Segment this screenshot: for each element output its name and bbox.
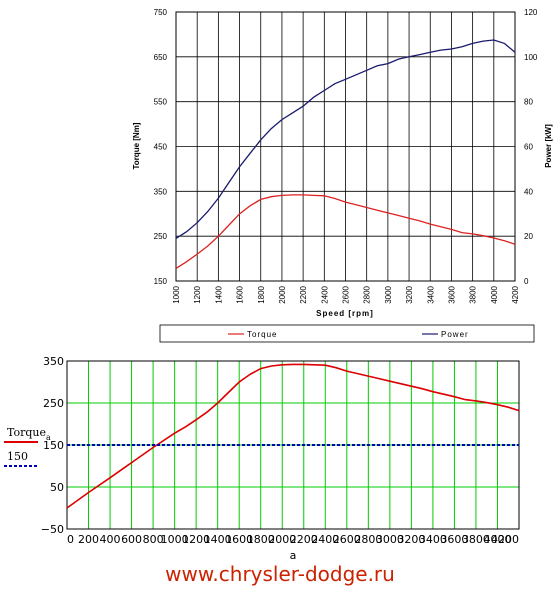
x-tick-label: 4000 (490, 285, 499, 303)
website-footer[interactable]: www.chrysler-dodge.ru (0, 562, 560, 586)
x-tick-label: 1000 (161, 533, 189, 546)
y-tick-label: −50 (41, 523, 64, 536)
x-tick-label: 1800 (257, 285, 266, 303)
legend: Torquea 150 (4, 426, 51, 467)
x-tick-label: 2000 (278, 285, 287, 303)
x-tick-label: 200 (78, 533, 99, 546)
x-tick-label: 1200 (182, 533, 210, 546)
x-tick-label: 0 (67, 533, 74, 546)
y-axis-label: Torque [Nm] (132, 122, 141, 169)
x-tick-label: 2600 (333, 533, 361, 546)
x-tick-label: 3000 (384, 285, 393, 303)
x-tick-label: 3600 (447, 285, 456, 303)
legend-torque-label: Torquea (7, 426, 51, 442)
x-tick-label: 4200 (511, 285, 520, 303)
y-tick-label: 350 (154, 187, 168, 196)
x-tick-label: 3800 (462, 533, 490, 546)
chart-series (175, 39, 516, 269)
x-tick-label: 600 (121, 533, 142, 546)
torque-power-chart: 150 250 350 450 550 650 750 0 20 40 60 80 100 120 10… (132, 8, 553, 343)
x-tick-label: 1800 (247, 533, 275, 546)
x-tick-label: 4000 (483, 533, 511, 546)
x-tick-label: 2400 (311, 533, 339, 546)
chart-series (66, 363, 520, 509)
website-url[interactable]: www.chrysler-dodge.ru (165, 562, 395, 586)
y-axis-ticks: −50 50 150 250 350 (41, 355, 64, 536)
plot-border (66, 360, 520, 530)
series-line-torque (66, 363, 520, 509)
y2-axis-label: Power [kW] (544, 124, 553, 168)
y2-tick-label: 60 (524, 143, 533, 152)
x-tick-label: 1600 (236, 285, 245, 303)
x-tick-label: 400 (100, 533, 121, 546)
x-axis-ticks: 1000 1200 1400 1600 1800 2000 2200 2400 2600 2800… (172, 285, 520, 303)
y-tick-label: 50 (50, 481, 64, 494)
y2-tick-label: 100 (524, 53, 538, 62)
x-tick-label: 3000 (376, 533, 404, 546)
y-tick-label: 250 (43, 397, 64, 410)
y2-tick-label: 40 (524, 187, 533, 196)
y-tick-label: 650 (154, 53, 168, 62)
x-tick-label: 3400 (419, 533, 447, 546)
x-tick-label: 2600 (342, 285, 351, 303)
x-axis-ticks: 0 200 400 600 800100012001400160018002000220… (67, 533, 519, 546)
series-line-power (175, 39, 516, 239)
x-tick-label: 1000 (172, 285, 181, 303)
x-axis-label: Speed [rpm] (316, 309, 374, 318)
y-tick-label: 350 (43, 355, 64, 368)
legend-power-label: Power (441, 330, 469, 339)
x-tick-label: 2400 (320, 285, 329, 303)
x-tick-label: 3200 (405, 285, 414, 303)
y-tick-label: 450 (154, 143, 168, 152)
y-tick-label: 750 (154, 8, 168, 17)
x-tick-label: 2800 (363, 285, 372, 303)
y-tick-label: 150 (154, 277, 168, 286)
y2-axis-ticks: 0 20 40 60 80 100 120 (524, 8, 538, 286)
x-tick-label: 3600 (440, 533, 468, 546)
x-tick-label: 3400 (426, 285, 435, 303)
plot-area (67, 361, 519, 529)
y-tick-label: 150 (43, 439, 64, 452)
x-tick-label: 2800 (354, 533, 382, 546)
chart-grid (175, 11, 516, 282)
x-tick-label: 3800 (469, 285, 478, 303)
y2-tick-label: 120 (524, 8, 538, 17)
x-axis-label: a (290, 549, 297, 562)
legend-constant-label: 150 (7, 450, 28, 463)
y-tick-label: 250 (154, 232, 168, 241)
x-tick-label: 2200 (290, 533, 318, 546)
series-line-torque (175, 194, 516, 269)
y-tick-label: 550 (154, 98, 168, 107)
x-tick-label: 2000 (268, 533, 296, 546)
legend-torque-label: Torque (247, 330, 277, 339)
y2-tick-label: 0 (524, 277, 529, 286)
x-tick-label: 1600 (225, 533, 253, 546)
y2-tick-label: 80 (524, 98, 533, 107)
chart-grid (66, 360, 520, 530)
x-tick-label: 4200 (491, 533, 519, 546)
x-tick-label: 2200 (299, 285, 308, 303)
y2-tick-label: 20 (524, 232, 533, 241)
y-axis-ticks: 150 250 350 450 550 650 750 (154, 8, 168, 286)
x-tick-label: 1400 (214, 285, 223, 303)
x-tick-label: 1400 (204, 533, 232, 546)
x-tick-label: 3200 (397, 533, 425, 546)
legend: Torque Power (159, 324, 535, 343)
x-tick-label: 800 (143, 533, 164, 546)
x-tick-label: 1200 (193, 285, 202, 303)
